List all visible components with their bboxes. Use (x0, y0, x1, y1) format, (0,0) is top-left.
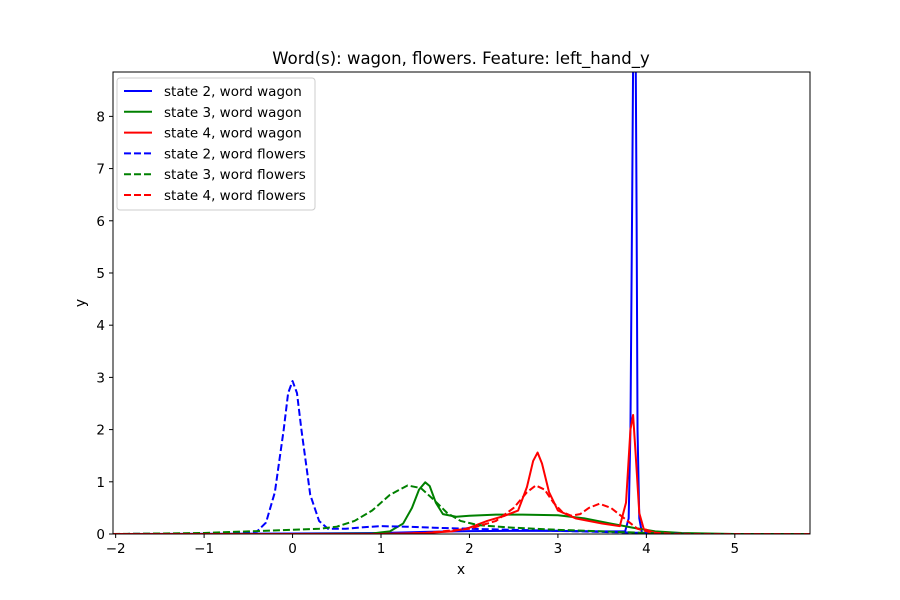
x-tick-label: −1 (194, 541, 214, 557)
x-tick-label: 5 (731, 541, 740, 557)
legend-box (116, 77, 316, 211)
legend-label-3: state 4, word wagon (164, 126, 302, 142)
legend-label-5: state 3, word flowers (164, 167, 306, 183)
y-axis-label: y (73, 299, 89, 307)
y-tick-label: 3 (96, 370, 105, 386)
y-tick-label: 7 (96, 162, 105, 178)
y-tick-label: 8 (96, 109, 105, 125)
x-tick-label: −2 (106, 541, 126, 557)
y-tick-label: 4 (96, 318, 105, 334)
x-axis-label: x (457, 562, 465, 578)
y-tick-label: 6 (96, 214, 105, 230)
series-line-4 (113, 380, 810, 534)
x-tick-label: 1 (377, 541, 386, 557)
x-tick-label: 4 (642, 541, 651, 557)
legend-label-4: state 2, word flowers (164, 146, 306, 162)
y-tick-label: 2 (96, 423, 105, 439)
series-line-6 (113, 484, 810, 534)
series-line-5 (113, 484, 810, 534)
series-layer (113, 72, 810, 534)
legend-label-6: state 4, word flowers (164, 188, 306, 204)
x-tick-label: 0 (288, 541, 297, 557)
plot-frame (112, 71, 811, 535)
legend-label-2: state 3, word wagon (164, 105, 302, 121)
y-tick-label: 0 (96, 527, 105, 543)
chart-title: Word(s): wagon, flowers. Feature: left_h… (272, 49, 650, 69)
y-tick-label: 1 (96, 475, 105, 491)
legend-label-1: state 2, word wagon (164, 84, 302, 100)
legend: state 2, word wagon state 3, word wagon st… (116, 77, 316, 211)
x-axis-ticks: −2 −1 0 1 2 3 4 5 (106, 534, 739, 557)
y-axis-ticks: 0 1 2 3 4 5 6 7 8 (96, 109, 113, 543)
x-tick-label: 2 (465, 541, 474, 557)
x-tick-label: 3 (554, 541, 563, 557)
y-tick-label: 5 (96, 266, 105, 282)
